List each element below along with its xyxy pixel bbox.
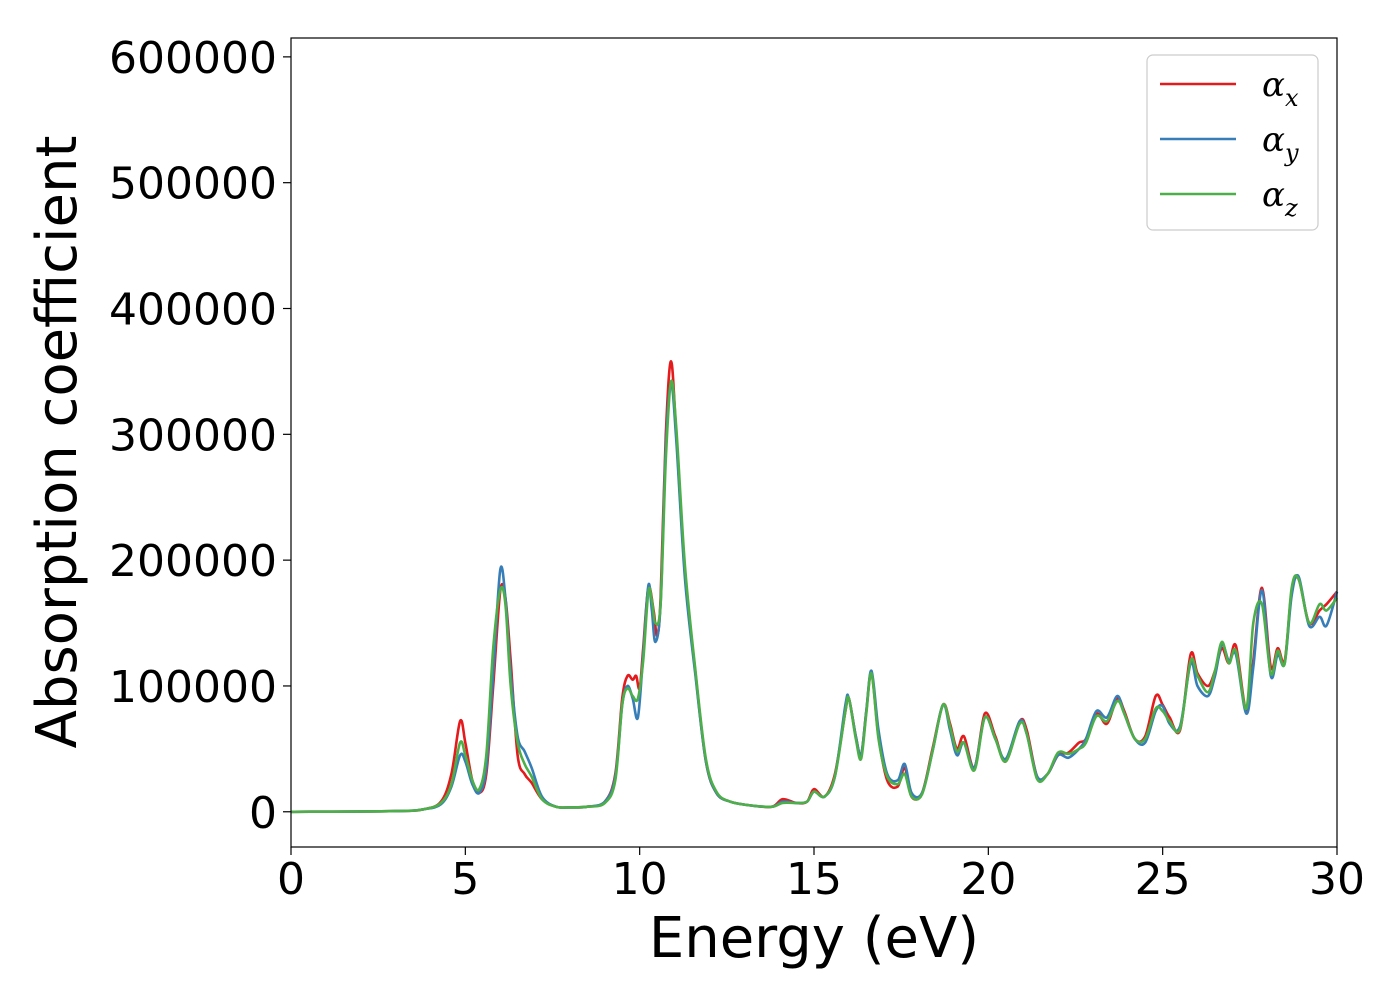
y-tick-label: 500000 <box>109 159 277 210</box>
x-axis-title: Energy (eV) <box>649 906 979 971</box>
y-tick-label: 200000 <box>109 536 277 587</box>
x-tick-label: 25 <box>1135 854 1191 905</box>
y-axis-title: Absorption coefficient <box>25 136 90 749</box>
legend-box <box>1146 54 1319 231</box>
x-tick-label: 15 <box>786 854 842 905</box>
x-tick-label: 20 <box>960 854 1016 905</box>
x-tick-label: 0 <box>277 854 305 905</box>
x-tick-label: 30 <box>1309 854 1365 905</box>
x-tick-label: 5 <box>451 854 479 905</box>
x-tick-label: 10 <box>612 854 668 905</box>
y-tick-label: 300000 <box>109 410 277 461</box>
y-tick-label: 400000 <box>109 285 277 336</box>
series-line-z <box>290 379 1339 814</box>
y-tick-label: 0 <box>249 788 277 839</box>
y-tick-label: 600000 <box>109 33 277 84</box>
series-lines <box>290 360 1339 814</box>
x-axis-ticks: 0 5 10 15 20 25 30 <box>277 847 1365 905</box>
y-axis-ticks: 0 100000 200000 300000 400000 500000 600000 <box>109 33 291 839</box>
y-tick-label: 100000 <box>109 662 277 713</box>
